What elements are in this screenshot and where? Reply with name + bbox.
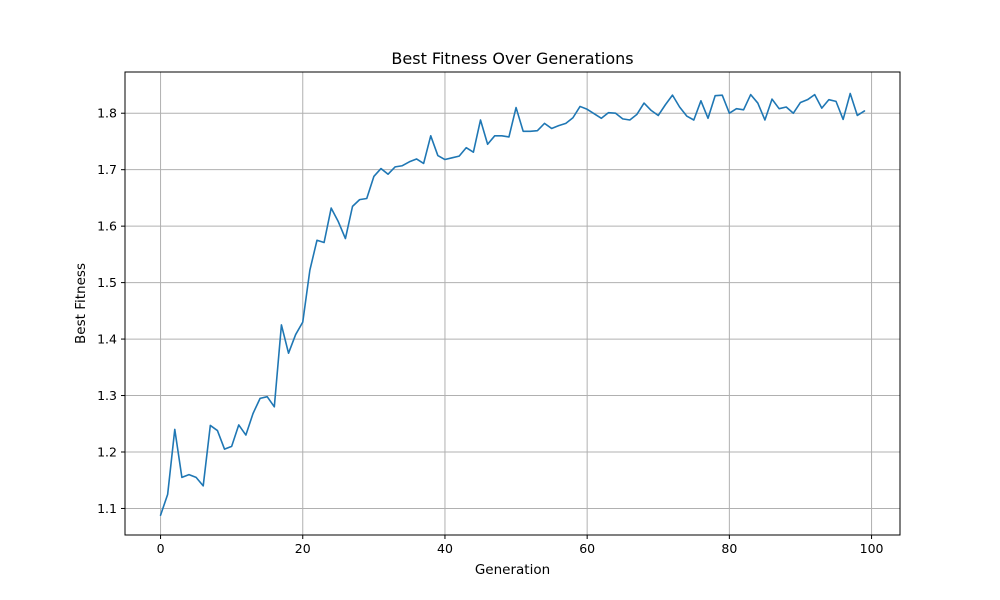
grid-lines xyxy=(125,72,900,535)
x-tick-label: 60 xyxy=(579,541,595,556)
y-tick-label: 1.8 xyxy=(97,106,117,121)
y-tick-label: 1.4 xyxy=(97,332,117,347)
plot-frame xyxy=(124,71,901,536)
y-tick-label: 1.1 xyxy=(97,501,117,516)
x-tick-label: 0 xyxy=(157,541,165,556)
y-tick-label: 1.7 xyxy=(97,162,117,177)
y-tick-label: 1.6 xyxy=(97,219,117,234)
y-axis-label: Best Fitness xyxy=(73,263,89,344)
y-tick-label: 1.5 xyxy=(97,275,117,290)
axis-ticks: 0 20 40 60 80 100 1.1 1.2 1.3 1.4 1.5 1.6 1.7 1.8 xyxy=(97,106,883,556)
x-axis-label: Generation xyxy=(475,562,550,578)
y-tick-label: 1.3 xyxy=(97,388,117,403)
x-tick-label: 40 xyxy=(437,541,453,556)
best-fitness-series-line xyxy=(159,92,866,517)
x-tick-label: 20 xyxy=(295,541,311,556)
x-tick-label: 80 xyxy=(721,541,737,556)
x-tick-label: 100 xyxy=(860,541,884,556)
y-tick-label: 1.2 xyxy=(97,444,117,459)
series-layer xyxy=(159,92,866,517)
chart-title: Best Fitness Over Generations xyxy=(391,49,633,68)
